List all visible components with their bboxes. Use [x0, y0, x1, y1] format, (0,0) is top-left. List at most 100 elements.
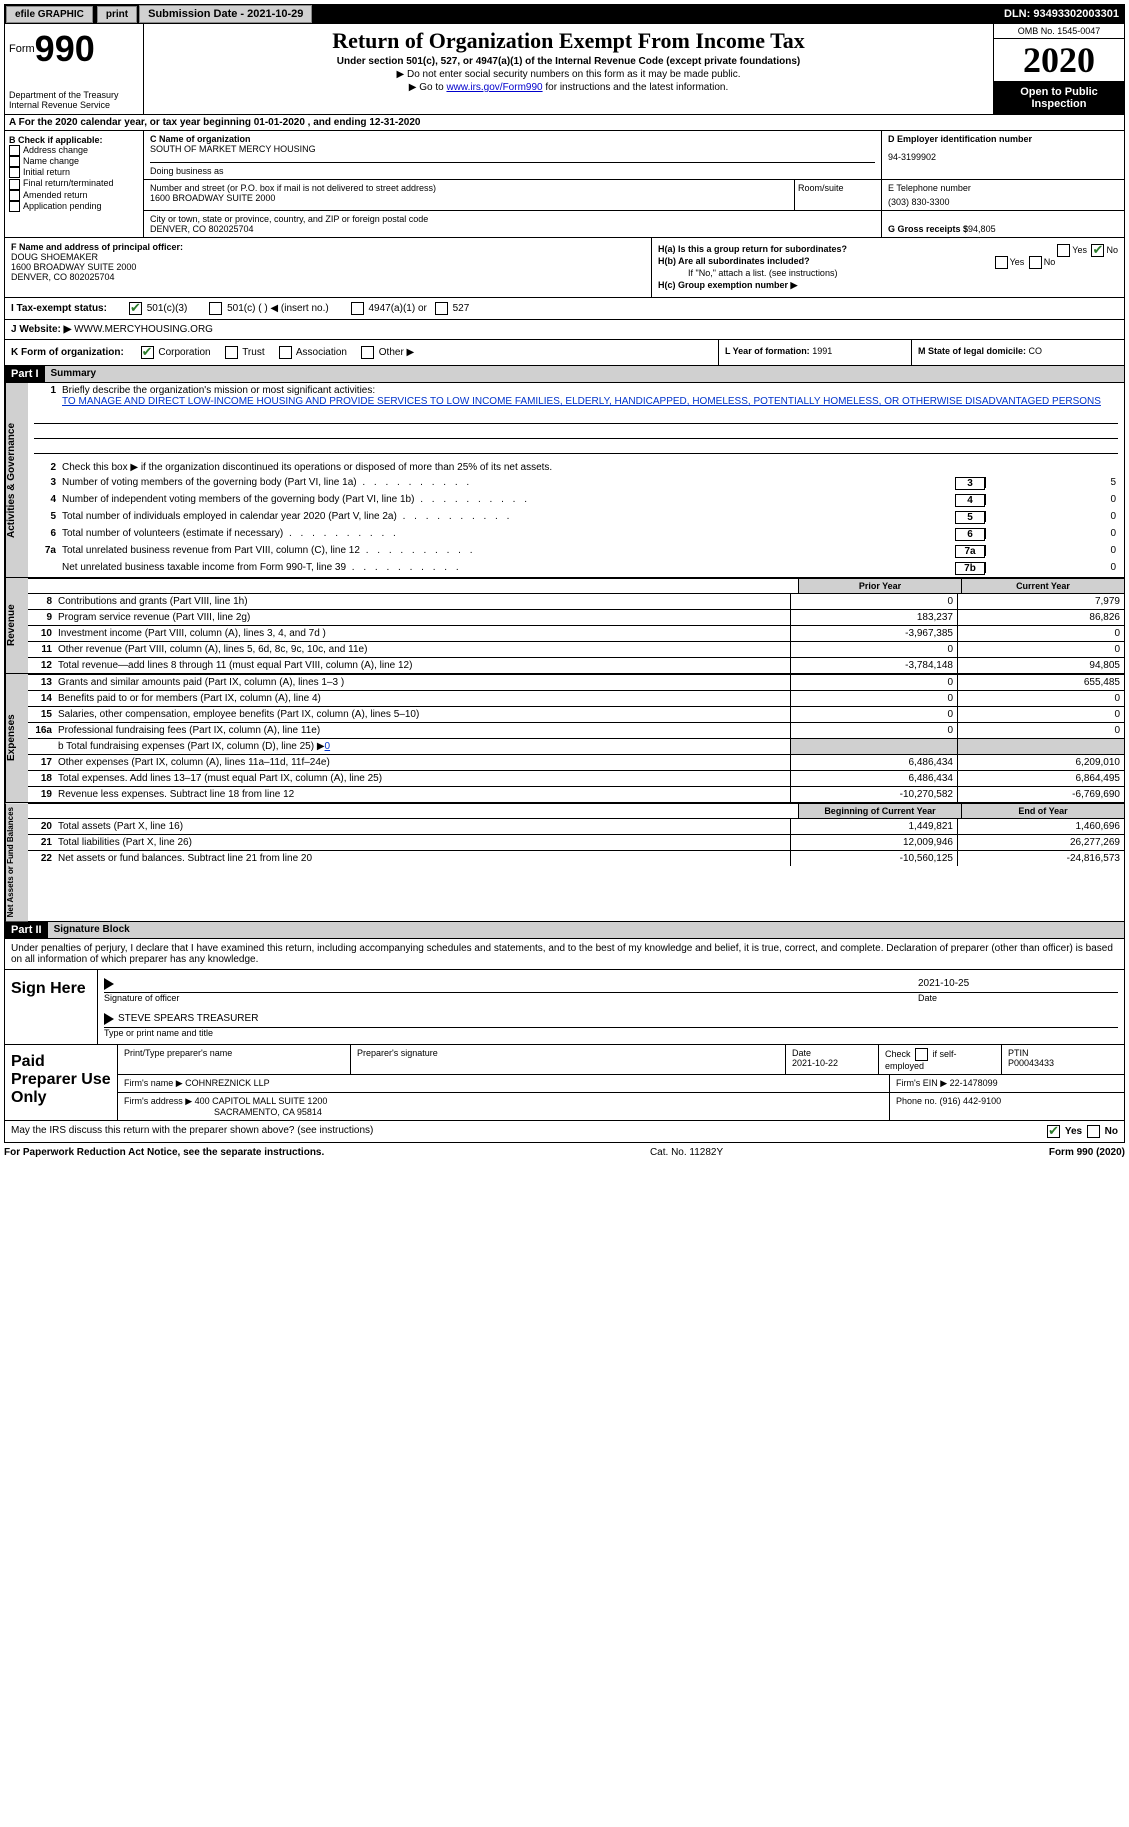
data-row: 11Other revenue (Part VIII, column (A), …	[28, 641, 1124, 657]
i-501c-checkbox[interactable]	[209, 302, 222, 315]
revenue-section: Revenue Prior Year Current Year 8Contrib…	[4, 578, 1125, 674]
irs-link[interactable]: www.irs.gov/Form990	[446, 82, 542, 93]
tab-activities-governance: Activities & Governance	[5, 383, 28, 577]
mission-blank-line	[34, 424, 1118, 439]
preparer-name-label: Print/Type preparer's name	[118, 1045, 351, 1074]
mission-blank-line	[34, 409, 1118, 424]
grey-cell	[790, 739, 957, 754]
firm-phone-label: Phone no.	[896, 1096, 940, 1106]
dba-label: Doing business as	[150, 162, 875, 176]
firm-phone-value: (916) 442-9100	[940, 1096, 1002, 1106]
gross-receipts-value: 94,805	[968, 224, 996, 234]
form-header: Form990 Department of the Treasury Inter…	[4, 24, 1125, 115]
k-option[interactable]: Association	[277, 347, 347, 358]
mission-text: TO MANAGE AND DIRECT LOW-INCOME HOUSING …	[62, 396, 1101, 407]
dln-label: DLN: 93493302003301	[1004, 8, 1125, 20]
part-2-header: Part II	[5, 922, 48, 938]
i-527-checkbox[interactable]	[435, 302, 448, 315]
i-501c3-checkbox[interactable]	[129, 302, 142, 315]
efile-graphic-label: efile GRAPHIC	[6, 6, 93, 23]
k-option[interactable]: Corporation	[139, 347, 211, 358]
tab-revenue: Revenue	[5, 578, 28, 673]
row-f-h: F Name and address of principal officer:…	[4, 238, 1125, 298]
row-j-website: J Website: ▶ WWW.MERCYHOUSING.ORG	[4, 320, 1125, 340]
firm-addr1: 400 CAPITOL MALL SUITE 1200	[195, 1096, 328, 1106]
data-row: 13Grants and similar amounts paid (Part …	[28, 674, 1124, 690]
arrow-icon	[104, 978, 114, 990]
print-button[interactable]: print	[97, 6, 137, 23]
firm-ein-label: Firm's EIN ▶	[896, 1078, 950, 1088]
beginning-year-header: Beginning of Current Year	[798, 804, 961, 818]
activities-governance-section: Activities & Governance 1 Briefly descri…	[4, 383, 1125, 578]
discuss-yes-checkbox[interactable]	[1047, 1125, 1060, 1138]
type-name-label: Type or print name and title	[104, 1028, 1118, 1038]
officer-addr2: DENVER, CO 802025704	[11, 272, 645, 282]
h-b-label: H(b) Are all subordinates included?	[658, 256, 810, 266]
ein-label: D Employer identification number	[888, 134, 1118, 144]
col-b-item[interactable]: Name change	[9, 156, 139, 167]
line-16b-value: 0	[325, 741, 331, 752]
k-option[interactable]: Trust	[223, 347, 265, 358]
hb-yes-checkbox[interactable]	[995, 256, 1008, 269]
ha-yes-checkbox[interactable]	[1057, 244, 1070, 257]
col-b-item[interactable]: Application pending	[9, 201, 139, 212]
row-k-l-m: K Form of organization: Corporation Trus…	[4, 340, 1125, 366]
footer-left: For Paperwork Reduction Act Notice, see …	[4, 1147, 324, 1158]
col-b-item[interactable]: Initial return	[9, 167, 139, 178]
net-assets-section: Net Assets or Fund Balances Beginning of…	[4, 803, 1125, 922]
col-b-item[interactable]: Amended return	[9, 190, 139, 201]
sig-officer-label: Signature of officer	[104, 993, 918, 1003]
page-footer: For Paperwork Reduction Act Notice, see …	[4, 1143, 1125, 1162]
col-c-org-info: C Name of organization SOUTH OF MARKET M…	[144, 131, 1124, 237]
col-f-officer: F Name and address of principal officer:…	[5, 238, 652, 297]
k-option[interactable]: Other ▶	[359, 347, 414, 358]
data-row: 18Total expenses. Add lines 13–17 (must …	[28, 770, 1124, 786]
discuss-no-checkbox[interactable]	[1087, 1125, 1100, 1138]
data-row: 9Program service revenue (Part VIII, lin…	[28, 609, 1124, 625]
firm-addr-label: Firm's address ▶	[124, 1096, 195, 1106]
data-row: 15Salaries, other compensation, employee…	[28, 706, 1124, 722]
form-title: Return of Organization Exempt From Incom…	[148, 28, 989, 54]
city-label: City or town, state or province, country…	[150, 214, 875, 224]
col-h-group: H(a) Is this a group return for subordin…	[652, 238, 1124, 297]
prep-date-label: Date	[792, 1048, 872, 1058]
firm-ein-value: 22-1478099	[950, 1078, 998, 1088]
paid-preparer-label: Paid Preparer Use Only	[5, 1045, 118, 1120]
col-b-item[interactable]: Address change	[9, 145, 139, 156]
data-row: 20Total assets (Part X, line 16)1,449,82…	[28, 818, 1124, 834]
j-label: J Website: ▶	[11, 324, 74, 335]
open-to-public: Open to Public Inspection	[994, 82, 1124, 114]
end-year-header: End of Year	[961, 804, 1124, 818]
h-a-label: H(a) Is this a group return for subordin…	[658, 244, 847, 254]
hb-no-checkbox[interactable]	[1029, 256, 1042, 269]
tax-year: 2020	[994, 39, 1124, 82]
sign-here-label: Sign Here	[5, 970, 98, 1044]
header-middle: Return of Organization Exempt From Incom…	[144, 24, 993, 114]
mission-blank-line	[34, 439, 1118, 454]
omb-number: OMB No. 1545-0047	[994, 24, 1124, 39]
date-label: Date	[918, 993, 1118, 1003]
form-note-2: ▶ Go to www.irs.gov/Form990 for instruct…	[148, 82, 989, 93]
self-employed-checkbox[interactable]	[915, 1048, 928, 1061]
form-number: 990	[35, 28, 95, 69]
i-4947-checkbox[interactable]	[351, 302, 364, 315]
entity-info-grid: B Check if applicable: Address changeNam…	[4, 131, 1125, 238]
col-l: L Year of formation: 1991	[718, 340, 911, 365]
form-label: Form	[9, 43, 35, 55]
part-1-title: Summary	[45, 366, 1124, 382]
org-name: SOUTH OF MARKET MERCY HOUSING	[150, 144, 875, 154]
city-value: DENVER, CO 802025704	[150, 224, 875, 234]
row-a-tax-year: A For the 2020 calendar year, or tax yea…	[4, 115, 1125, 131]
col-b-item[interactable]: Final return/terminated	[9, 178, 139, 189]
website-url: WWW.MERCYHOUSING.ORG	[74, 324, 213, 335]
gov-line: 7aTotal unrelated business revenue from …	[28, 543, 1124, 560]
officer-name: DOUG SHOEMAKER	[11, 252, 645, 262]
ha-no-checkbox[interactable]	[1091, 244, 1104, 257]
submission-date-label: Submission Date - 2021-10-29	[139, 5, 312, 23]
gov-line: Net unrelated business taxable income fr…	[28, 560, 1124, 577]
phone-label: E Telephone number	[888, 183, 1118, 193]
footer-cat-no: Cat. No. 11282Y	[324, 1147, 1049, 1158]
header-left: Form990 Department of the Treasury Inter…	[5, 24, 144, 114]
discuss-label: May the IRS discuss this return with the…	[11, 1125, 373, 1138]
data-row: 14Benefits paid to or for members (Part …	[28, 690, 1124, 706]
